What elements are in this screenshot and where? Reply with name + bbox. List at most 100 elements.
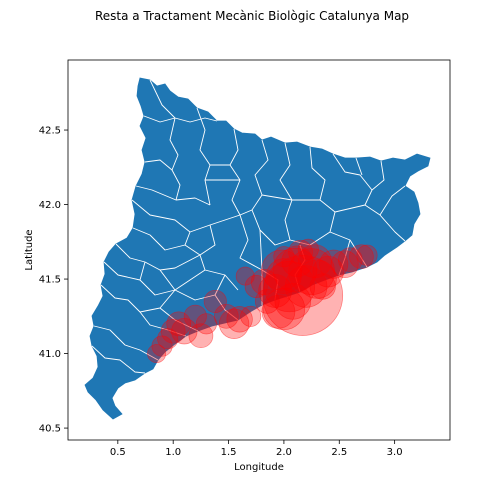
comarca-border — [100, 284, 176, 313]
x-tick-label: 3.0 — [387, 447, 403, 458]
comarca-border — [239, 214, 263, 305]
site-marker — [226, 306, 253, 333]
catalonia-outline — [84, 77, 431, 420]
comarca-border — [199, 224, 239, 291]
y-tick-label: 42.0 — [39, 200, 61, 211]
comarca-border — [143, 115, 176, 123]
site-marker — [254, 289, 280, 314]
site-marker — [288, 248, 335, 295]
site-marker — [288, 239, 313, 265]
comarca-border — [259, 229, 263, 271]
site-marker — [284, 265, 328, 308]
comarca-border — [309, 146, 336, 233]
site-marker — [262, 255, 344, 336]
comarca-border — [135, 185, 211, 206]
comarca-border — [279, 142, 293, 241]
site-marker — [171, 318, 198, 345]
comarca-border — [159, 269, 176, 291]
comarca-border — [91, 345, 146, 374]
site-marker — [273, 246, 295, 268]
site-marker — [160, 318, 186, 344]
x-tick-label: 2.0 — [276, 447, 292, 458]
site-marker — [203, 289, 227, 313]
y-tick-label: 41.0 — [39, 349, 61, 360]
comarca-border — [379, 185, 406, 242]
comarca-border — [184, 231, 191, 246]
comarca-border — [132, 227, 201, 256]
comarca-border — [174, 289, 216, 301]
site-marker — [166, 311, 192, 337]
site-marker — [274, 283, 312, 320]
comarca-border — [229, 128, 241, 216]
site-marker — [235, 266, 255, 286]
comarca-border — [259, 229, 291, 246]
comarca-border — [338, 239, 351, 276]
site-marker — [244, 274, 268, 299]
site-marker — [151, 335, 173, 357]
site-marker — [261, 249, 303, 291]
comarca-border — [115, 243, 201, 271]
comarca-borders — [91, 79, 406, 374]
comarca-border — [169, 117, 181, 201]
comarca-border — [261, 194, 293, 201]
y-axis-label: Latitude — [24, 229, 35, 270]
site-marker — [195, 313, 217, 335]
site-marker — [147, 344, 167, 364]
site-marker — [263, 260, 316, 313]
catalonia-map — [84, 77, 431, 420]
site-marker — [218, 308, 250, 339]
comarca-border — [144, 159, 173, 171]
site-marker — [250, 268, 278, 296]
comarca-border — [294, 244, 306, 293]
comarca-border — [355, 157, 363, 176]
comarca-border — [103, 261, 206, 296]
comarca-border — [196, 107, 211, 206]
comarca-border — [159, 307, 199, 332]
axes-frame — [67, 59, 451, 441]
x-tick-label: 1.0 — [165, 447, 181, 458]
comarca-border — [131, 199, 241, 233]
comarca-border — [214, 274, 239, 321]
comarca-border — [239, 209, 253, 216]
comarca-border — [139, 311, 187, 337]
comarca-border — [149, 79, 218, 123]
site-marker — [281, 245, 313, 277]
x-tick-label: 1.5 — [221, 447, 237, 458]
site-marker — [312, 255, 344, 288]
comarca-border — [261, 269, 279, 301]
comarca-border — [332, 153, 381, 216]
site-marker — [349, 244, 374, 270]
y-tick-label: 40.5 — [39, 424, 61, 435]
x-ticks: 0.5 1.0 1.5 2.0 2.5 3.0 — [110, 440, 403, 458]
site-marker — [309, 273, 336, 300]
comarca-border — [289, 231, 331, 246]
site-marker — [183, 304, 207, 328]
site-marker — [272, 247, 318, 293]
site-marker — [261, 294, 296, 329]
marker-layer — [147, 238, 378, 364]
site-marker — [356, 244, 378, 266]
site-marker — [297, 238, 319, 260]
comarca-border — [251, 139, 269, 231]
site-marker — [330, 250, 359, 279]
comarca-border — [93, 325, 159, 361]
x-tick-label: 0.5 — [110, 447, 126, 458]
site-marker — [157, 328, 179, 350]
site-marker — [240, 305, 262, 327]
comarca-border — [334, 204, 366, 213]
site-marker — [262, 287, 306, 331]
comarca-border — [139, 261, 146, 281]
site-marker — [213, 303, 239, 329]
site-marker — [298, 244, 332, 279]
x-tick-label: 2.5 — [331, 447, 347, 458]
site-marker — [188, 323, 214, 349]
site-marker — [319, 249, 349, 279]
y-tick-label: 42.5 — [39, 126, 61, 137]
chart-title: Resta a Tractament Mecànic Biològic Cata… — [94, 9, 410, 23]
site-marker — [258, 274, 292, 308]
y-tick-label: 41.5 — [39, 275, 61, 286]
site-marker — [297, 259, 337, 299]
y-ticks: 40.5 41.0 41.5 42.0 42.5 — [39, 126, 68, 435]
comarca-border — [371, 160, 385, 191]
